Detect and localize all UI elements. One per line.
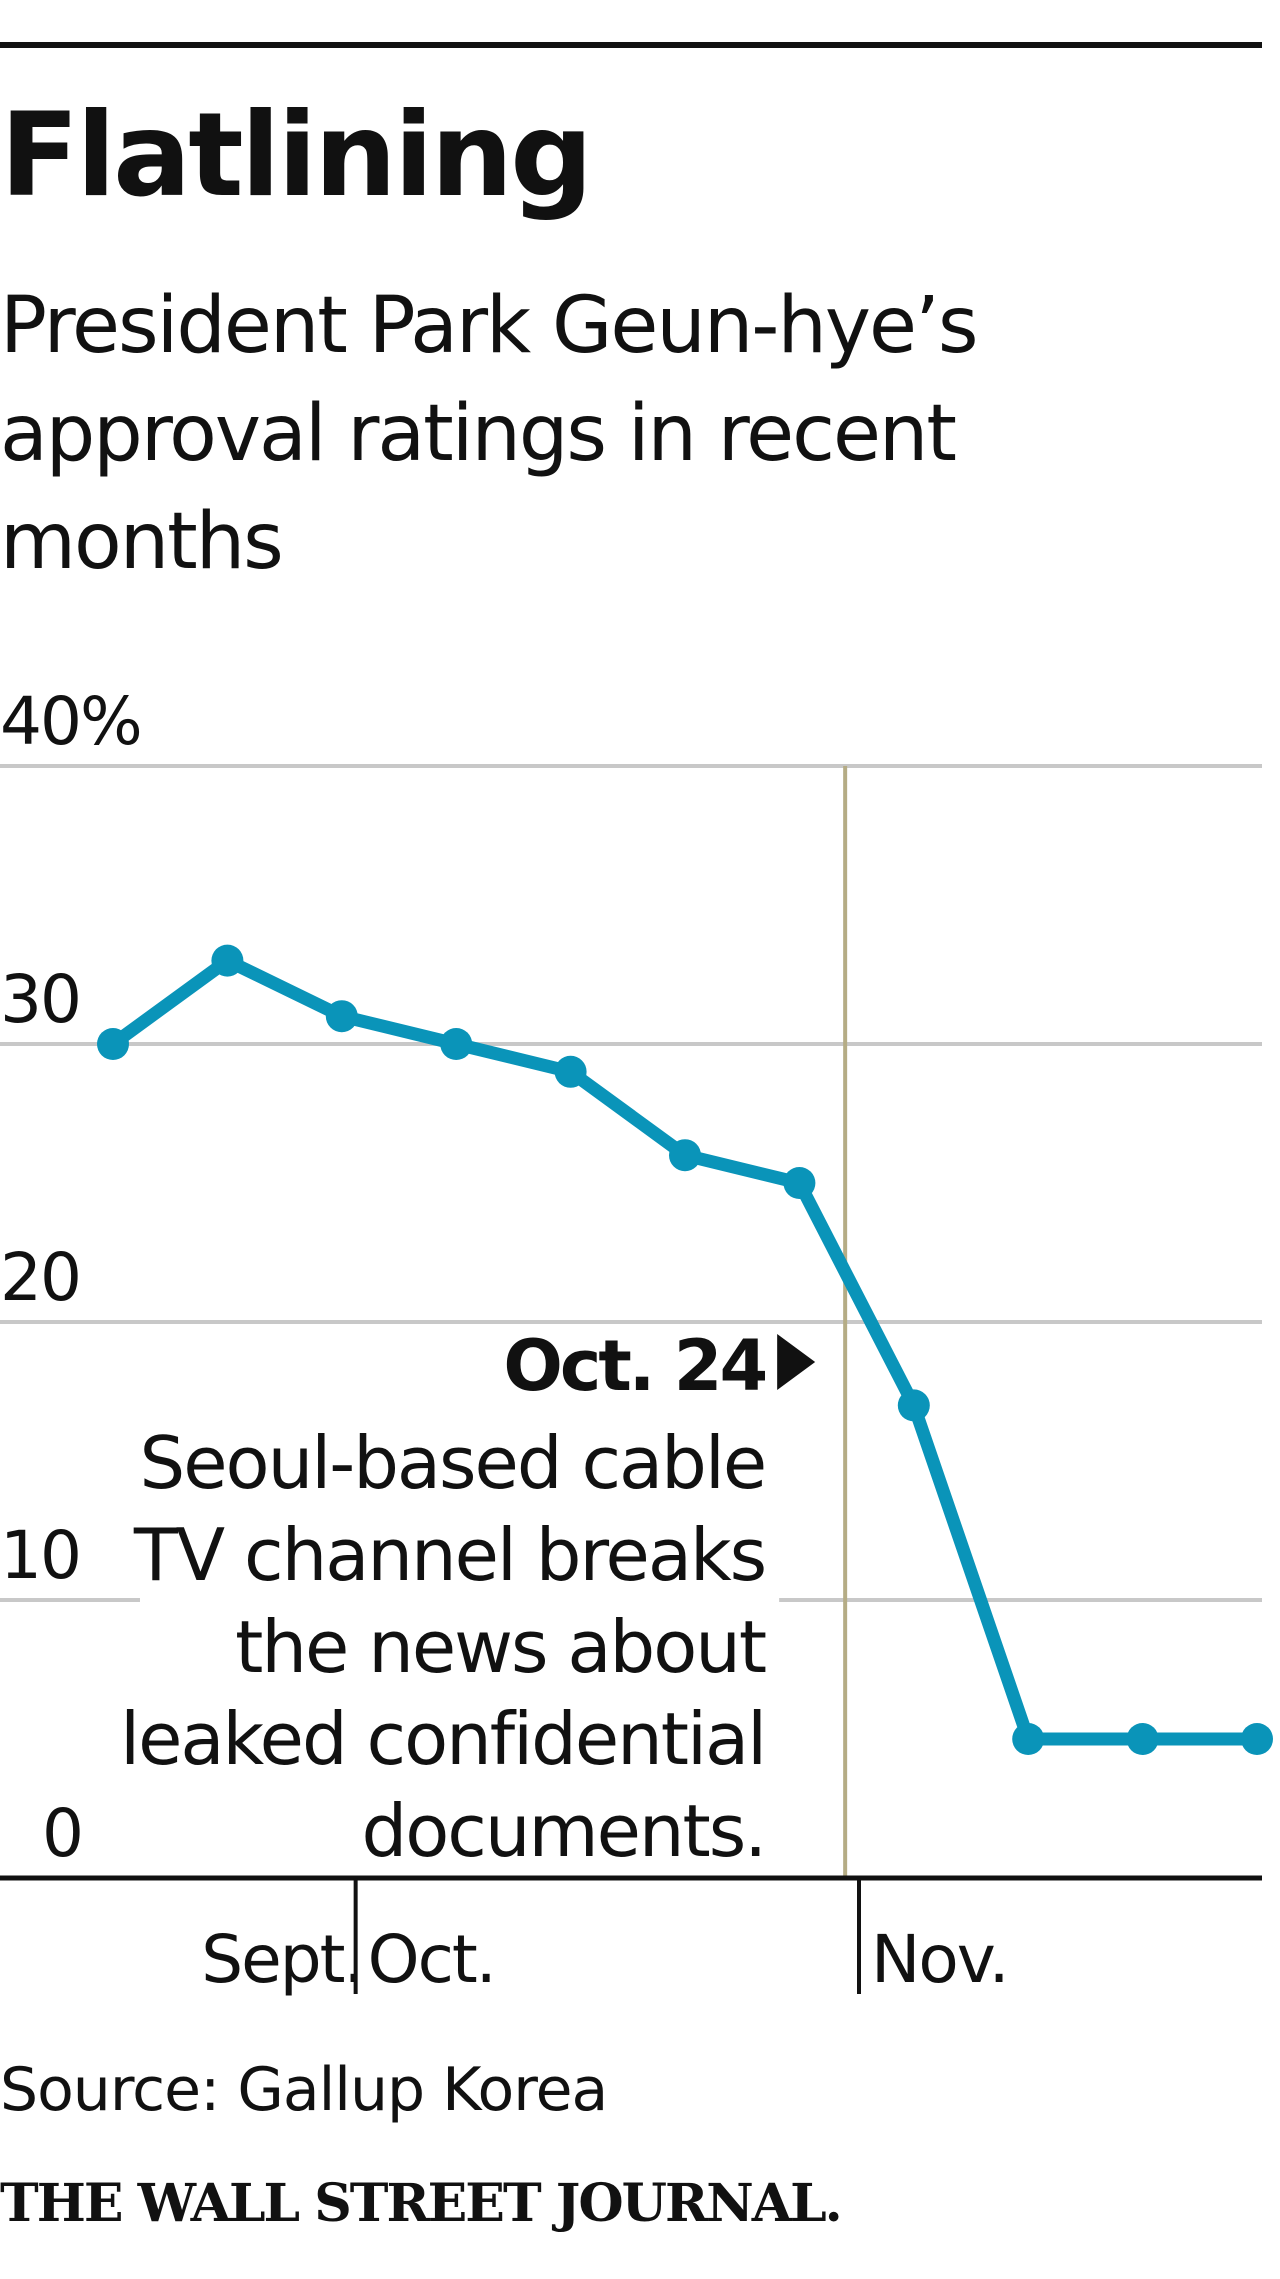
- annotation-text-line: the news about: [235, 1605, 766, 1689]
- annotation-date: Oct. 24: [503, 1325, 765, 1407]
- axis-layer: Sept. Oct. Nov.: [0, 1875, 1262, 1998]
- y-tick-label: 30: [0, 961, 80, 1038]
- x-tick-label: Oct.: [368, 1921, 495, 1998]
- annotation-text-line: leaked confidential: [120, 1697, 765, 1781]
- annotation-text-line: documents.: [361, 1789, 765, 1873]
- annotation-arrow-icon: [777, 1334, 816, 1390]
- data-point: [1012, 1723, 1045, 1755]
- x-tick-label: Nov.: [871, 1921, 1008, 1998]
- y-tick-label: 40%: [0, 683, 141, 760]
- annotation-text-line: Seoul-based cable: [140, 1421, 766, 1505]
- annotation-text-line: TV channel breaks: [133, 1513, 765, 1597]
- annotation-knockout: [140, 1340, 780, 1860]
- grid-layer: 0 10 20 30 40%: [0, 683, 1262, 1872]
- x-tick-label: Sept.: [201, 1921, 362, 1998]
- data-point: [669, 1139, 701, 1172]
- top-rule: [0, 42, 1262, 48]
- data-point: [554, 1055, 587, 1088]
- data-point: [1241, 1723, 1273, 1755]
- y-tick-label: 20: [0, 1239, 80, 1316]
- data-point: [211, 944, 244, 977]
- chart-subtitle: President Park Geun-hye’s approval ratin…: [0, 281, 978, 587]
- data-point: [783, 1167, 816, 1199]
- source-note: Source: Gallup Korea: [0, 2055, 608, 2125]
- data-point: [440, 1028, 473, 1060]
- data-point: [897, 1389, 930, 1422]
- data-point: [1126, 1723, 1159, 1755]
- data-point: [325, 1000, 358, 1033]
- series-layer: [97, 944, 1273, 1755]
- y-tick-label: 10: [0, 1517, 80, 1594]
- chart-title: Flatlining: [0, 88, 593, 223]
- y-tick-label: 0: [42, 1795, 82, 1872]
- data-point: [97, 1028, 129, 1060]
- publisher-logo: THE WALL STREET JOURNAL.: [0, 2173, 843, 2234]
